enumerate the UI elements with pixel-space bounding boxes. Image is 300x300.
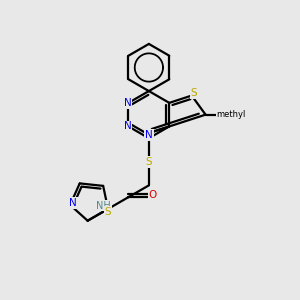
Text: N: N [124, 122, 131, 131]
Text: methyl: methyl [216, 110, 246, 119]
Text: N: N [124, 98, 131, 108]
Text: S: S [105, 207, 111, 217]
Text: N: N [145, 130, 153, 140]
Text: S: S [146, 157, 152, 167]
Text: O: O [149, 190, 157, 200]
Text: N: N [70, 198, 77, 208]
Text: NH: NH [96, 201, 111, 211]
Text: S: S [190, 88, 197, 98]
